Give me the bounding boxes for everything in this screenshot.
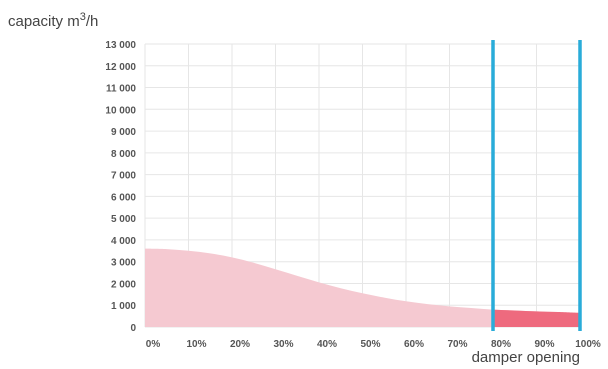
y-tick-label: 0 xyxy=(130,323,136,334)
x-tick-label: 40% xyxy=(317,339,337,350)
y-tick-label: 6 000 xyxy=(111,192,136,203)
area-series xyxy=(145,248,580,327)
y-tick-label: 11 000 xyxy=(106,84,136,95)
x-tick-label: 70% xyxy=(447,339,467,350)
x-tick-label: 80% xyxy=(491,339,511,350)
x-tick-label: 90% xyxy=(534,339,554,350)
y-tick-label: 13 000 xyxy=(105,40,136,51)
y-tick-label: 9 000 xyxy=(111,127,136,138)
y-tick-label: 8 000 xyxy=(111,149,136,160)
x-tick-label: 0% xyxy=(146,339,161,350)
x-tick-label: 60% xyxy=(404,339,424,350)
y-axis-label: capacity m3/h xyxy=(8,11,98,30)
y-tick-label: 4 000 xyxy=(111,236,136,247)
y-tick-label: 2 000 xyxy=(111,279,136,290)
area-layer xyxy=(145,248,580,327)
x-tick-label: 100% xyxy=(575,339,601,350)
y-tick-label: 10 000 xyxy=(105,105,136,116)
y-axis: 0 1 000 2 000 3 000 4 000 5 000 6 000 7 000 8 00… xyxy=(105,40,136,334)
x-tick-label: 20% xyxy=(230,339,250,350)
x-axis-label: damper opening xyxy=(472,349,580,366)
x-tick-label: 10% xyxy=(186,339,206,350)
x-tick-label: 30% xyxy=(273,339,293,350)
x-axis: 0% 10% 20% 30% 40% 50% 60% 70% 80% 90% 100% xyxy=(146,339,601,350)
y-tick-label: 3 000 xyxy=(111,258,136,269)
y-tick-label: 12 000 xyxy=(105,62,136,73)
y-tick-label: 7 000 xyxy=(111,171,136,182)
area-highlight xyxy=(493,309,580,327)
y-tick-label: 5 000 xyxy=(111,214,136,225)
highlight-range xyxy=(491,40,582,331)
y-tick-label: 1 000 xyxy=(111,301,136,312)
x-tick-label: 50% xyxy=(360,339,380,350)
